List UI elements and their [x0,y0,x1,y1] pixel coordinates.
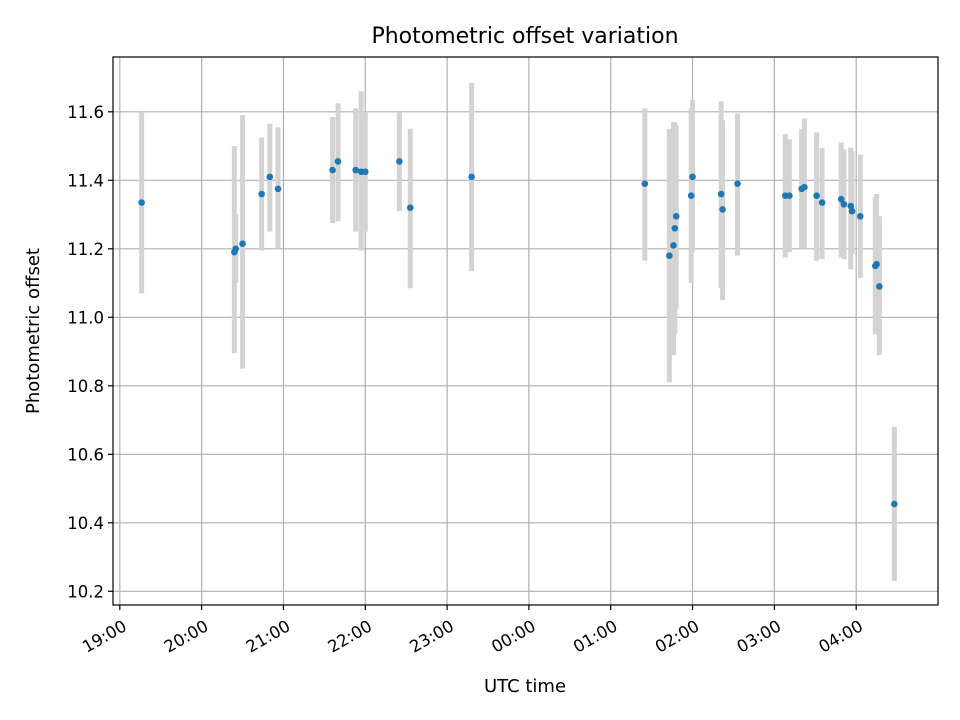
data-point [734,180,741,188]
data-point [848,207,856,215]
data-point [258,190,265,198]
data-point [813,192,820,200]
data-point [468,173,475,181]
data-point [352,166,360,174]
data-point [329,166,336,174]
data-point [239,240,246,247]
data-point [266,173,274,181]
data-point [274,185,282,193]
data-point [719,206,726,213]
data-point [840,200,848,208]
data-point [361,168,369,176]
y-tick-label: 11.0 [67,308,104,327]
y-tick-label: 10.6 [67,445,104,464]
data-point [717,190,725,198]
data-point [687,192,695,200]
data-point [666,252,673,259]
data-point [847,202,855,210]
data-point [818,199,826,206]
data-point [801,183,808,191]
data-point [396,158,403,165]
data-point [671,224,679,232]
chart-title: Photometric offset variation [371,24,678,49]
data-point [786,192,793,200]
y-axis-label: Photometric offset [23,248,44,414]
y-tick-label: 11.6 [67,103,104,122]
y-tick-label: 10.8 [67,377,104,396]
data-point [873,260,880,268]
data-point [856,212,864,220]
grid [113,57,938,605]
data-point [689,173,696,181]
y-axis-ticks: 10.2 10.4 10.6 10.8 11.0 11.2 11.4 11.6 [67,103,113,601]
y-tick-label: 10.4 [67,514,104,533]
x-axis-label: UTC time [484,676,566,697]
y-tick-label: 11.2 [67,240,104,259]
data-point [641,180,649,188]
data-point [232,245,240,253]
data-points [138,158,898,508]
data-point [876,283,883,290]
plot-frame [112,56,939,606]
data-point [406,204,414,211]
data-point [670,242,677,249]
data-point [334,158,342,165]
data-point [837,195,845,203]
data-point [138,199,145,206]
data-point [672,212,680,220]
y-tick-label: 10.2 [67,582,104,601]
data-point [891,500,898,508]
y-tick-label: 11.4 [67,171,104,190]
